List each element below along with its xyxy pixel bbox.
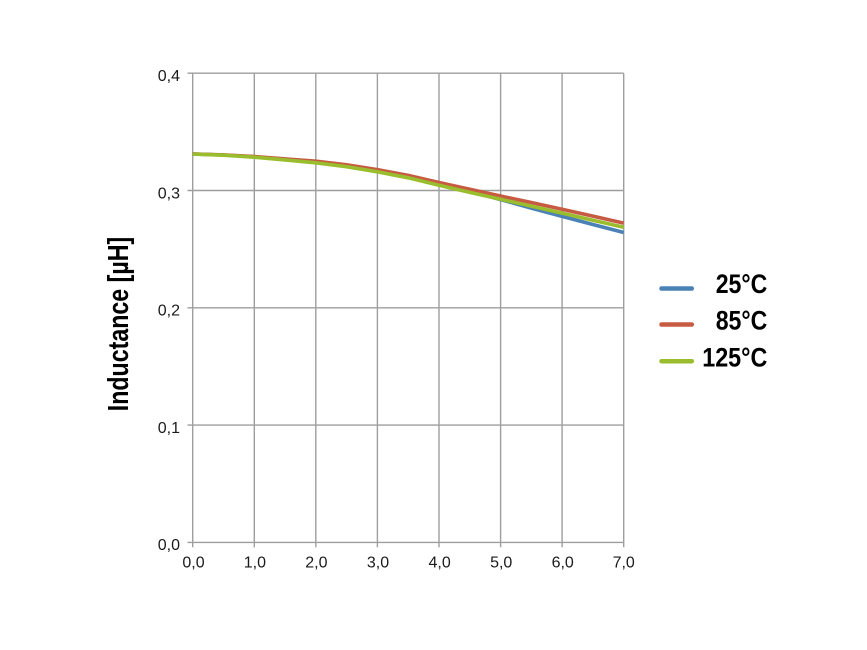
svg-text:0,2: 0,2 xyxy=(158,303,180,320)
svg-text:5,0: 5,0 xyxy=(490,555,512,572)
svg-text:25°C: 25°C xyxy=(716,269,768,299)
svg-text:0,0: 0,0 xyxy=(182,555,204,572)
svg-text:0,0: 0,0 xyxy=(158,537,180,554)
svg-text:125°C: 125°C xyxy=(702,343,767,373)
svg-text:6,0: 6,0 xyxy=(552,555,574,572)
svg-text:0,4: 0,4 xyxy=(158,68,180,85)
svg-text:3,0: 3,0 xyxy=(367,555,389,572)
svg-text:85°C: 85°C xyxy=(716,306,768,336)
svg-text:Inductance [µH]: Inductance [µH] xyxy=(101,237,134,411)
svg-text:4,0: 4,0 xyxy=(428,555,450,572)
svg-text:2,0: 2,0 xyxy=(305,555,327,572)
svg-text:1,0: 1,0 xyxy=(244,555,266,572)
svg-text:0,1: 0,1 xyxy=(158,420,180,437)
svg-text:0,3: 0,3 xyxy=(158,185,180,202)
svg-text:7,0: 7,0 xyxy=(613,555,635,572)
